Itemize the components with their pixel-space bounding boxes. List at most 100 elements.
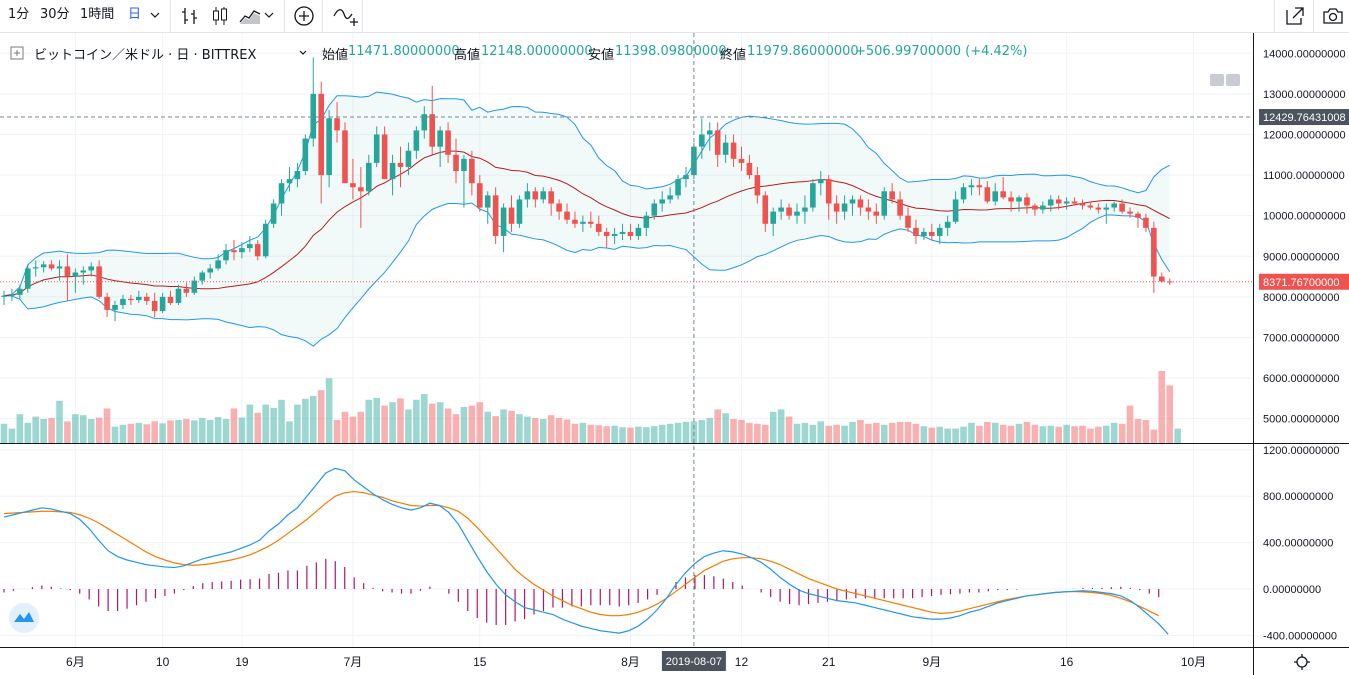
volume-bar	[325, 378, 333, 443]
volume-bar	[405, 409, 412, 443]
candle-body	[1127, 211, 1133, 214]
candle-body	[1079, 203, 1086, 206]
interval-1h[interactable]: 1時間	[80, 7, 115, 22]
candle-body	[857, 199, 864, 208]
close-label: 終値	[720, 48, 747, 63]
volume-bar	[635, 426, 642, 443]
volume-bar	[444, 408, 452, 443]
candle-body	[635, 227, 642, 236]
area-style-icon[interactable]	[238, 4, 262, 28]
expand-legend-icon[interactable]	[10, 46, 24, 64]
volume-bar	[658, 424, 666, 443]
candle-body	[802, 207, 808, 212]
bar-style-icon[interactable]	[178, 4, 202, 28]
candle-body	[136, 296, 142, 301]
volume-bar	[936, 426, 944, 443]
tradingview-logo-icon	[14, 612, 34, 622]
candle-body	[302, 138, 309, 172]
volume-bar	[333, 419, 341, 443]
volume-bar	[357, 411, 365, 443]
candle-body	[1135, 213, 1141, 218]
volume-bar	[1071, 426, 1078, 443]
volume-bar	[198, 418, 206, 443]
add-indicator-icon[interactable]	[292, 4, 316, 28]
series-arrange-buttons[interactable]	[1210, 71, 1242, 90]
volume-bar	[420, 394, 428, 443]
volume-bar	[254, 412, 262, 443]
compare-icon[interactable]	[332, 4, 358, 28]
candle-body	[365, 162, 372, 192]
price-chart[interactable]: 14000.00000000 13000.00000000 12000.000000…	[0, 33, 1349, 675]
high-value: 12148.00000000	[481, 44, 593, 59]
volume-bar	[912, 423, 920, 443]
volume-bar	[682, 421, 690, 443]
settings-gear-icon	[1296, 656, 1308, 668]
volume-bar	[302, 398, 309, 443]
candle-body	[714, 130, 721, 155]
volume-bar	[103, 408, 111, 443]
chevron-down-icon[interactable]	[148, 4, 162, 28]
candle-body	[104, 296, 110, 310]
macd-tick-label: 1200.00000000	[1263, 445, 1339, 457]
candle-body	[992, 191, 999, 202]
candle-body	[508, 207, 515, 224]
volume-bar	[801, 422, 809, 443]
chevron-down-icon[interactable]	[262, 4, 276, 28]
candle-body	[72, 272, 79, 277]
interval-1m[interactable]: 1分	[8, 7, 30, 22]
candle-body	[921, 231, 927, 236]
candle-style-icon[interactable]	[208, 4, 232, 28]
volume-bar	[841, 425, 848, 443]
volume-bar	[1166, 385, 1174, 443]
candle-body	[1040, 205, 1046, 210]
macd-tick-label: 400.00000000	[1263, 538, 1333, 550]
chevron-down-icon[interactable]	[298, 43, 308, 67]
interval-1d[interactable]: 日	[128, 7, 142, 22]
candle-body	[659, 199, 665, 204]
move-down-icon[interactable]	[1210, 74, 1224, 86]
candle-body	[651, 203, 658, 216]
candle-body	[167, 296, 174, 303]
candle-body	[1151, 227, 1157, 277]
candle-body	[889, 191, 895, 200]
symbol-title[interactable]: ビットコイン／米ドル · 日 · BITTREX	[34, 48, 257, 63]
candle-body	[215, 260, 221, 269]
volume-bar	[888, 422, 896, 443]
candle-body	[1, 295, 7, 297]
volume-bar	[1110, 422, 1118, 443]
volume-bar	[960, 426, 967, 443]
candle-body	[310, 93, 317, 139]
volume-bar	[1134, 419, 1142, 443]
candle-body	[350, 183, 356, 188]
candle-body	[48, 264, 55, 269]
candle-body	[413, 130, 420, 151]
scale-icon[interactable]	[1226, 74, 1240, 86]
fullscreen-icon[interactable]	[1283, 4, 1307, 28]
candle-body	[334, 118, 340, 131]
candle-body	[952, 199, 959, 222]
candle-body	[429, 114, 436, 147]
candle-body	[603, 231, 610, 236]
candle-body	[254, 244, 261, 257]
volume-bar	[769, 411, 777, 443]
interval-30m[interactable]: 30分	[40, 7, 70, 22]
volume-bar	[1158, 371, 1166, 443]
camera-icon[interactable]	[1321, 4, 1345, 28]
time-tick-label: 9月	[922, 655, 941, 669]
candle-body	[9, 294, 15, 296]
candle-body	[532, 191, 539, 200]
price-tick-label: 12000.00000000	[1263, 129, 1346, 141]
candle-body	[453, 154, 459, 172]
volume-bar	[214, 417, 222, 443]
settings-gear-icon	[1294, 654, 1310, 670]
volume-bar	[278, 399, 285, 443]
volume-bar	[0, 423, 8, 443]
candle-body	[794, 211, 800, 216]
volume-bar	[1055, 426, 1062, 443]
volume-bar	[191, 420, 198, 443]
volume-bar	[571, 423, 579, 443]
volume-bar	[238, 417, 246, 443]
volume-bar	[722, 413, 729, 443]
candle-body	[1111, 203, 1117, 208]
time-tick-label: 19	[235, 655, 249, 669]
